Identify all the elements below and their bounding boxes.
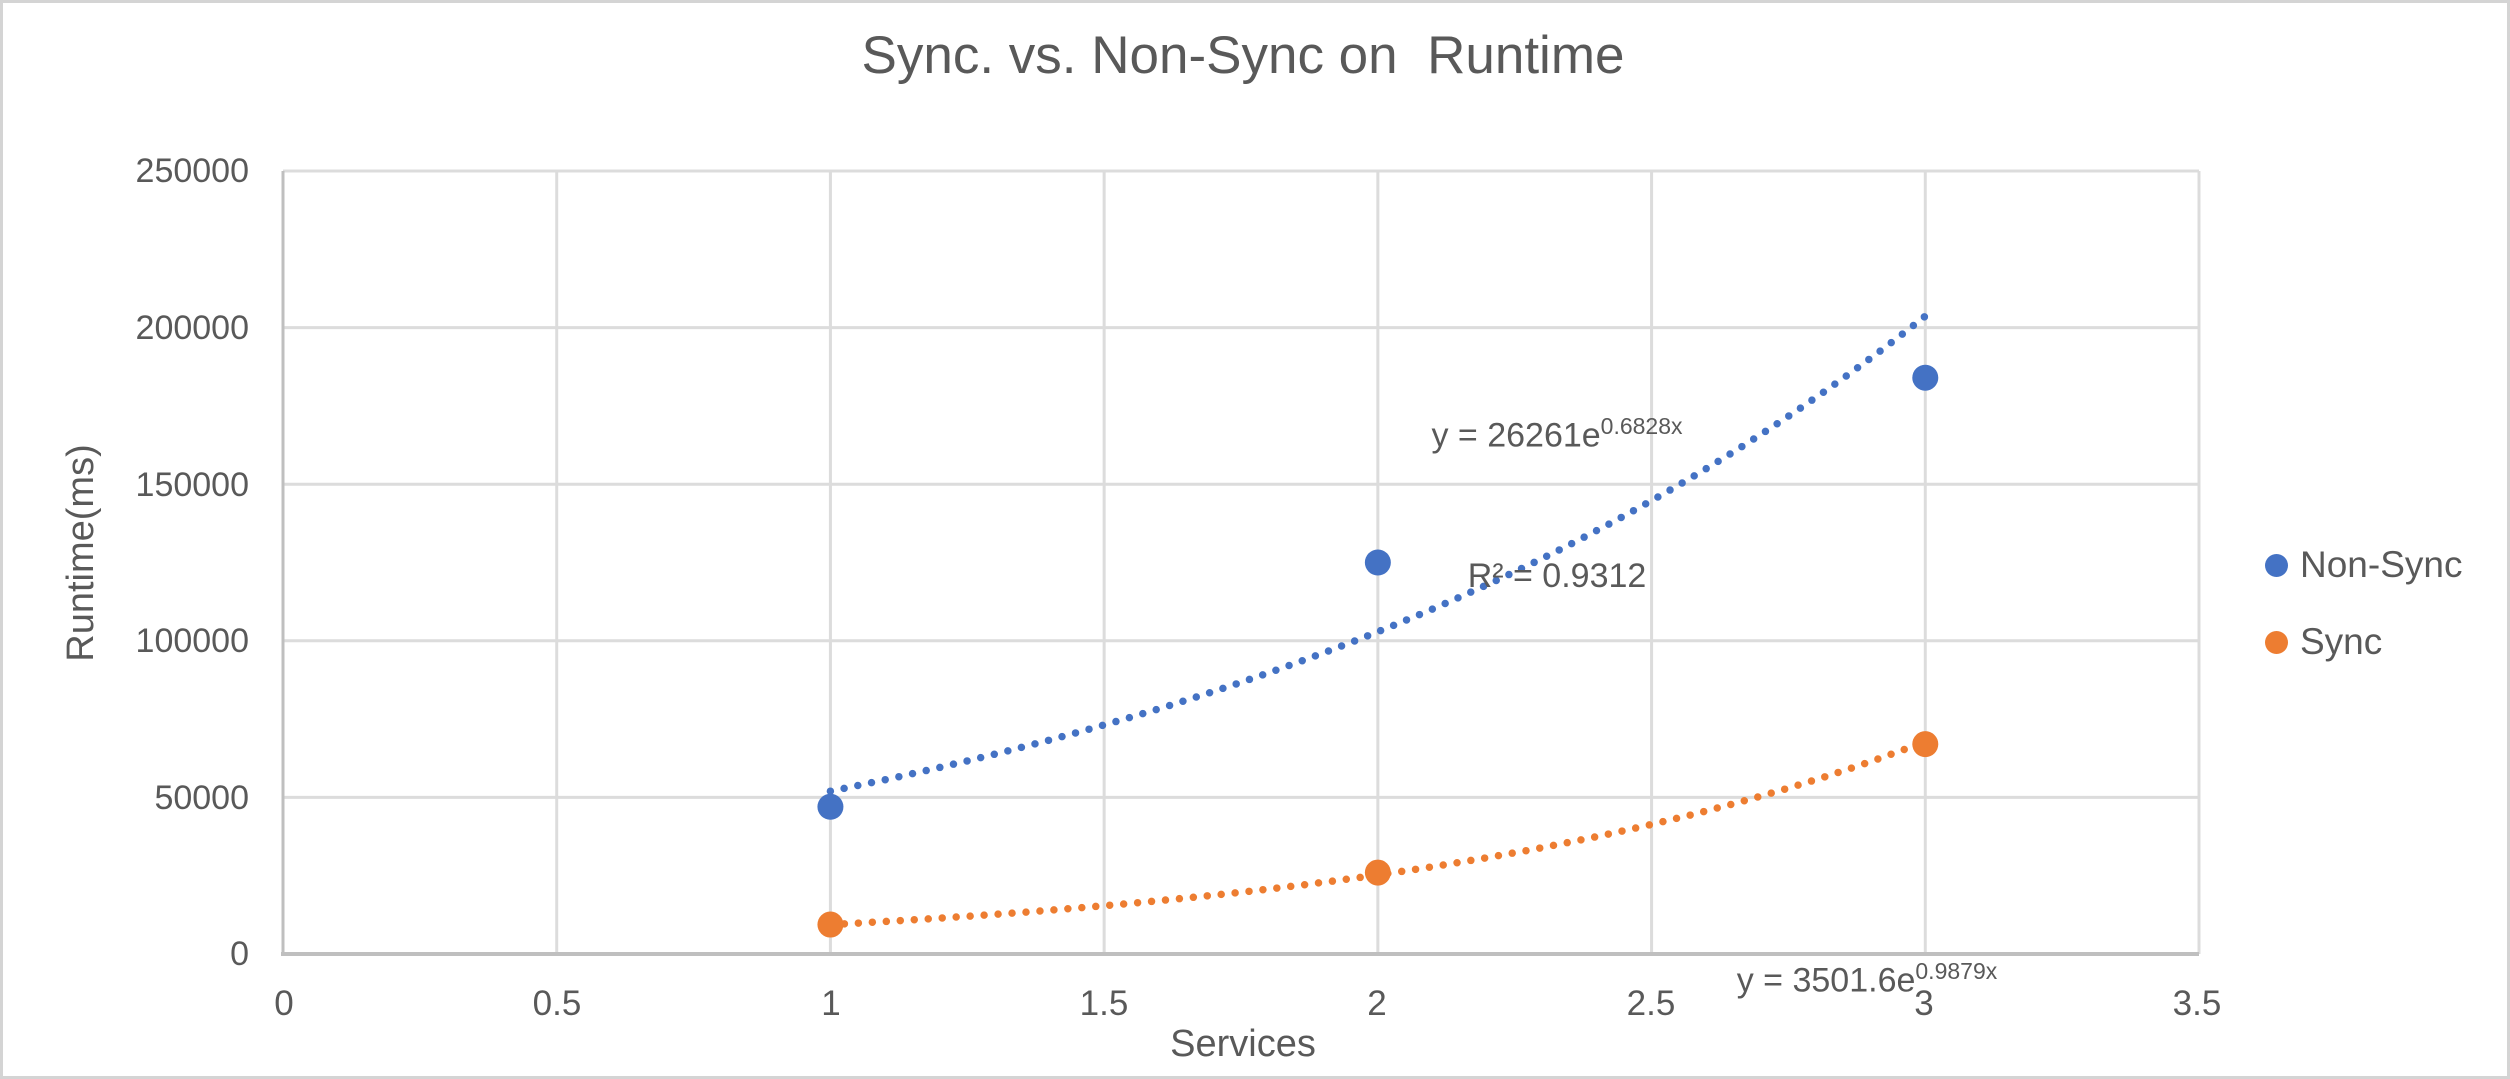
x-axis-tick-label: 3 bbox=[1914, 984, 1934, 1023]
x-axis-tick-label: 1 bbox=[821, 984, 841, 1023]
x-axis-title: Services bbox=[1170, 1023, 1316, 1065]
legend: Non-Sync Sync bbox=[2265, 539, 2462, 693]
equation-exponent: 0.9879x bbox=[1915, 958, 1998, 984]
equation-text: y = 26261e bbox=[1431, 416, 1601, 455]
chart-title: Sync. vs. Non-Sync on Runtime bbox=[861, 26, 1625, 85]
y-axis-tick-label: 0 bbox=[230, 935, 249, 973]
x-axis-tick-label: 2 bbox=[1367, 984, 1387, 1023]
equation-exponent: 0.6828x bbox=[1600, 413, 1683, 439]
legend-marker-circle-icon bbox=[2265, 553, 2288, 577]
r-squared-text: R² = 0.9312 bbox=[1467, 557, 1647, 596]
y-axis-tick-label: 250000 bbox=[135, 152, 249, 190]
plot-area bbox=[281, 169, 2201, 956]
legend-label: Non-Sync bbox=[2300, 544, 2463, 585]
equation-text: y = 3501.6e bbox=[1736, 961, 1916, 1000]
trendline-equation-non-sync: y = 26261e0.6828x R² = 0.9312 bbox=[1297, 309, 1817, 694]
y-axis-tick-label: 50000 bbox=[154, 779, 249, 817]
y-axis-tick-label: 200000 bbox=[135, 309, 249, 347]
equation-line: y = 3501.6e0.9879x bbox=[1607, 948, 2127, 1004]
legend-marker-circle-icon bbox=[2265, 630, 2288, 654]
x-axis-tick-label: 0.5 bbox=[532, 984, 582, 1023]
legend-item-sync: Sync bbox=[2265, 616, 2462, 668]
legend-item-non-sync: Non-Sync bbox=[2265, 539, 2462, 591]
legend-label: Sync bbox=[2300, 621, 2383, 662]
trendline-equation-sync: y = 3501.6e0.9879x R² = 0.9995 bbox=[1607, 854, 2127, 1076]
x-axis-tick-label: 0 bbox=[274, 984, 294, 1023]
x-axis-tick-label: 3.5 bbox=[2172, 984, 2222, 1023]
y-axis-tick-label: 150000 bbox=[135, 466, 249, 504]
y-axis-tick-label: 100000 bbox=[135, 622, 249, 660]
x-axis-tick-label: 2.5 bbox=[1626, 984, 1676, 1023]
equation-line: y = 26261e0.6828x bbox=[1297, 403, 1817, 459]
x-axis-tick-label: 1.5 bbox=[1079, 984, 1129, 1023]
